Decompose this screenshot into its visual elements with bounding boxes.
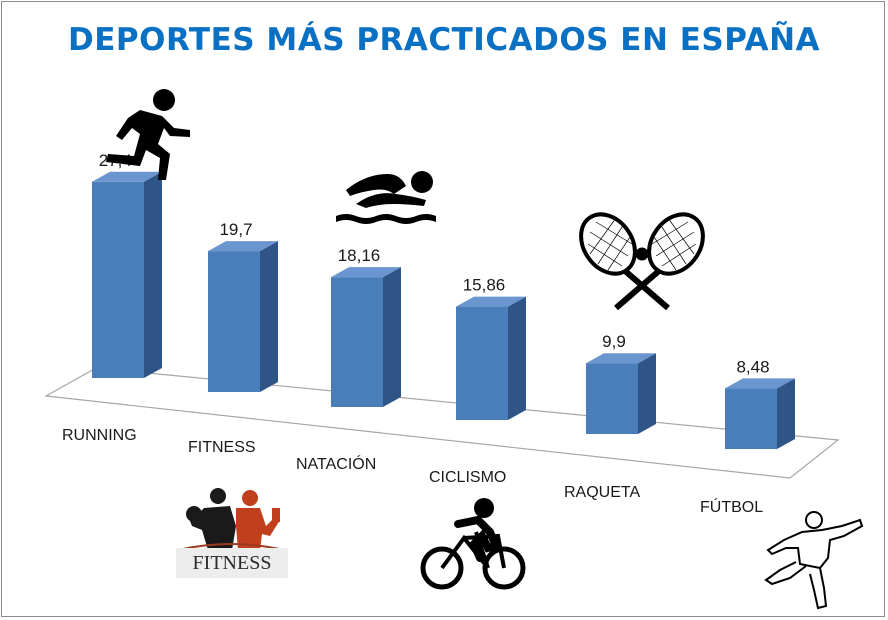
tennis-rackets-icon <box>579 212 705 311</box>
bar-top <box>208 241 278 252</box>
labels-group: 27,44RUNNING19,7FITNESS18,16NATACIÓN15,8… <box>62 151 770 516</box>
fitness-logo <box>174 486 289 578</box>
swimmer-icon <box>336 171 436 224</box>
bar-front <box>456 306 508 420</box>
bar-fútbol <box>725 378 795 449</box>
bar-side <box>638 353 656 434</box>
value-label: 19,7 <box>219 220 252 239</box>
bar-top <box>725 378 795 389</box>
bar-top <box>331 267 401 278</box>
chart-floor <box>44 367 840 479</box>
category-label: RUNNING <box>62 427 137 444</box>
bar-front <box>208 251 260 392</box>
bar-side <box>144 171 162 378</box>
bars-group <box>92 171 795 449</box>
bar-side <box>260 241 278 392</box>
category-label: NATACIÓN <box>296 454 376 473</box>
fitness-logo-text: FITNESS <box>176 548 288 578</box>
bar-front <box>586 363 638 434</box>
category-label: FÚTBOL <box>700 497 763 516</box>
chart-title: DEPORTES MÁS PRACTICADOS EN ESPAÑA <box>67 22 821 58</box>
runner-icon <box>106 89 190 180</box>
bar-running <box>92 171 162 378</box>
bar-raqueta <box>586 353 656 434</box>
football-player-icon <box>764 511 864 610</box>
bar-top <box>586 353 656 364</box>
category-label: CICLISMO <box>429 469 506 486</box>
bar-natación <box>331 267 401 407</box>
bar-ciclismo <box>456 296 526 420</box>
bar-top <box>92 171 162 182</box>
bar-fitness <box>208 241 278 392</box>
value-label: 15,86 <box>463 276 506 295</box>
bar-front <box>92 181 144 378</box>
value-label: 18,16 <box>338 246 381 265</box>
bar-side <box>383 267 401 407</box>
bar-top <box>456 296 526 307</box>
category-label: RAQUETA <box>564 484 640 501</box>
bar-side <box>508 296 526 420</box>
value-label: 8,48 <box>736 357 769 376</box>
bar-side <box>777 378 795 449</box>
value-label: 9,9 <box>602 332 626 351</box>
bar-front <box>331 277 383 407</box>
category-label: FITNESS <box>188 439 256 456</box>
bar-front <box>725 388 777 449</box>
cyclist-icon <box>420 498 526 590</box>
